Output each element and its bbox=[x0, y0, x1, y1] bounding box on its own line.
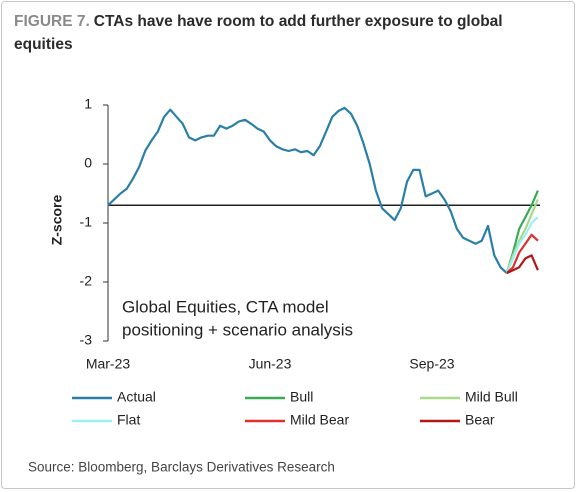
title-block: FIGURE 7. CTAs have have room to add furt… bbox=[14, 10, 554, 56]
y-tick-label: 1 bbox=[84, 96, 92, 112]
series-line bbox=[506, 254, 539, 275]
source: Source: Bloomberg, Barclays Derivatives … bbox=[28, 460, 335, 475]
legend-label: Bull bbox=[290, 389, 313, 405]
y-tick-label: -3 bbox=[80, 332, 93, 348]
y-tick-label: 0 bbox=[84, 155, 92, 171]
y-axis-label: Z-score bbox=[49, 195, 65, 246]
annotation: positioning + scenario analysis bbox=[122, 320, 353, 339]
chart-title: CTAs have have room to add further expos… bbox=[14, 13, 503, 53]
legend-label: Mild Bear bbox=[290, 412, 349, 428]
series-line bbox=[505, 233, 539, 274]
x-tick-label: Jun-23 bbox=[249, 356, 292, 372]
series-line bbox=[505, 216, 539, 274]
y-tick-label: -1 bbox=[80, 214, 93, 230]
series-line bbox=[107, 106, 508, 274]
legend-label: Flat bbox=[117, 412, 140, 428]
legend-label: Mild Bull bbox=[465, 389, 518, 405]
x-tick-label: Sep-23 bbox=[409, 356, 454, 372]
annotation: Global Equities, CTA model bbox=[122, 297, 329, 316]
legend-label: Bear bbox=[465, 412, 495, 428]
legend-label: Actual bbox=[117, 389, 156, 405]
figure-label: FIGURE 7. bbox=[14, 13, 90, 30]
y-tick-label: -2 bbox=[80, 273, 93, 289]
x-tick-label: Mar-23 bbox=[86, 356, 131, 372]
